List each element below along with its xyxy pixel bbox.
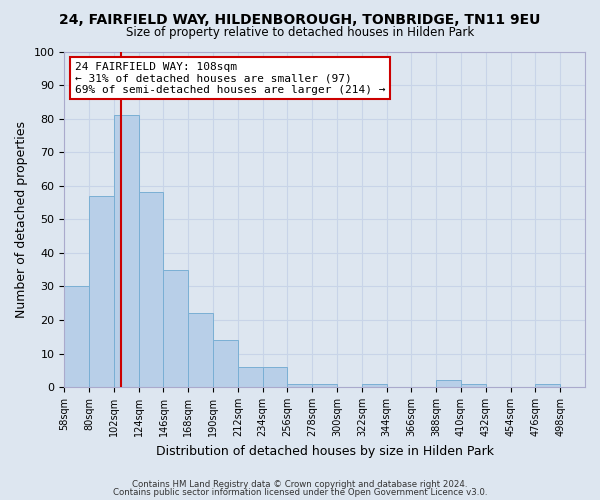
Bar bbox=[461, 384, 486, 387]
Bar bbox=[89, 196, 114, 387]
Bar bbox=[287, 384, 312, 387]
Bar bbox=[139, 192, 163, 387]
Bar bbox=[362, 384, 386, 387]
Bar bbox=[188, 313, 213, 387]
Text: 24, FAIRFIELD WAY, HILDENBOROUGH, TONBRIDGE, TN11 9EU: 24, FAIRFIELD WAY, HILDENBOROUGH, TONBRI… bbox=[59, 12, 541, 26]
Text: 24 FAIRFIELD WAY: 108sqm
← 31% of detached houses are smaller (97)
69% of semi-d: 24 FAIRFIELD WAY: 108sqm ← 31% of detach… bbox=[74, 62, 385, 95]
Bar bbox=[535, 384, 560, 387]
Bar bbox=[64, 286, 89, 387]
Text: Contains HM Land Registry data © Crown copyright and database right 2024.: Contains HM Land Registry data © Crown c… bbox=[132, 480, 468, 489]
Text: Contains public sector information licensed under the Open Government Licence v3: Contains public sector information licen… bbox=[113, 488, 487, 497]
X-axis label: Distribution of detached houses by size in Hilden Park: Distribution of detached houses by size … bbox=[155, 444, 494, 458]
Bar bbox=[263, 367, 287, 387]
Bar bbox=[436, 380, 461, 387]
Y-axis label: Number of detached properties: Number of detached properties bbox=[15, 121, 28, 318]
Bar bbox=[213, 340, 238, 387]
Bar bbox=[163, 270, 188, 387]
Bar bbox=[114, 116, 139, 387]
Text: Size of property relative to detached houses in Hilden Park: Size of property relative to detached ho… bbox=[126, 26, 474, 39]
Bar bbox=[238, 367, 263, 387]
Bar bbox=[312, 384, 337, 387]
